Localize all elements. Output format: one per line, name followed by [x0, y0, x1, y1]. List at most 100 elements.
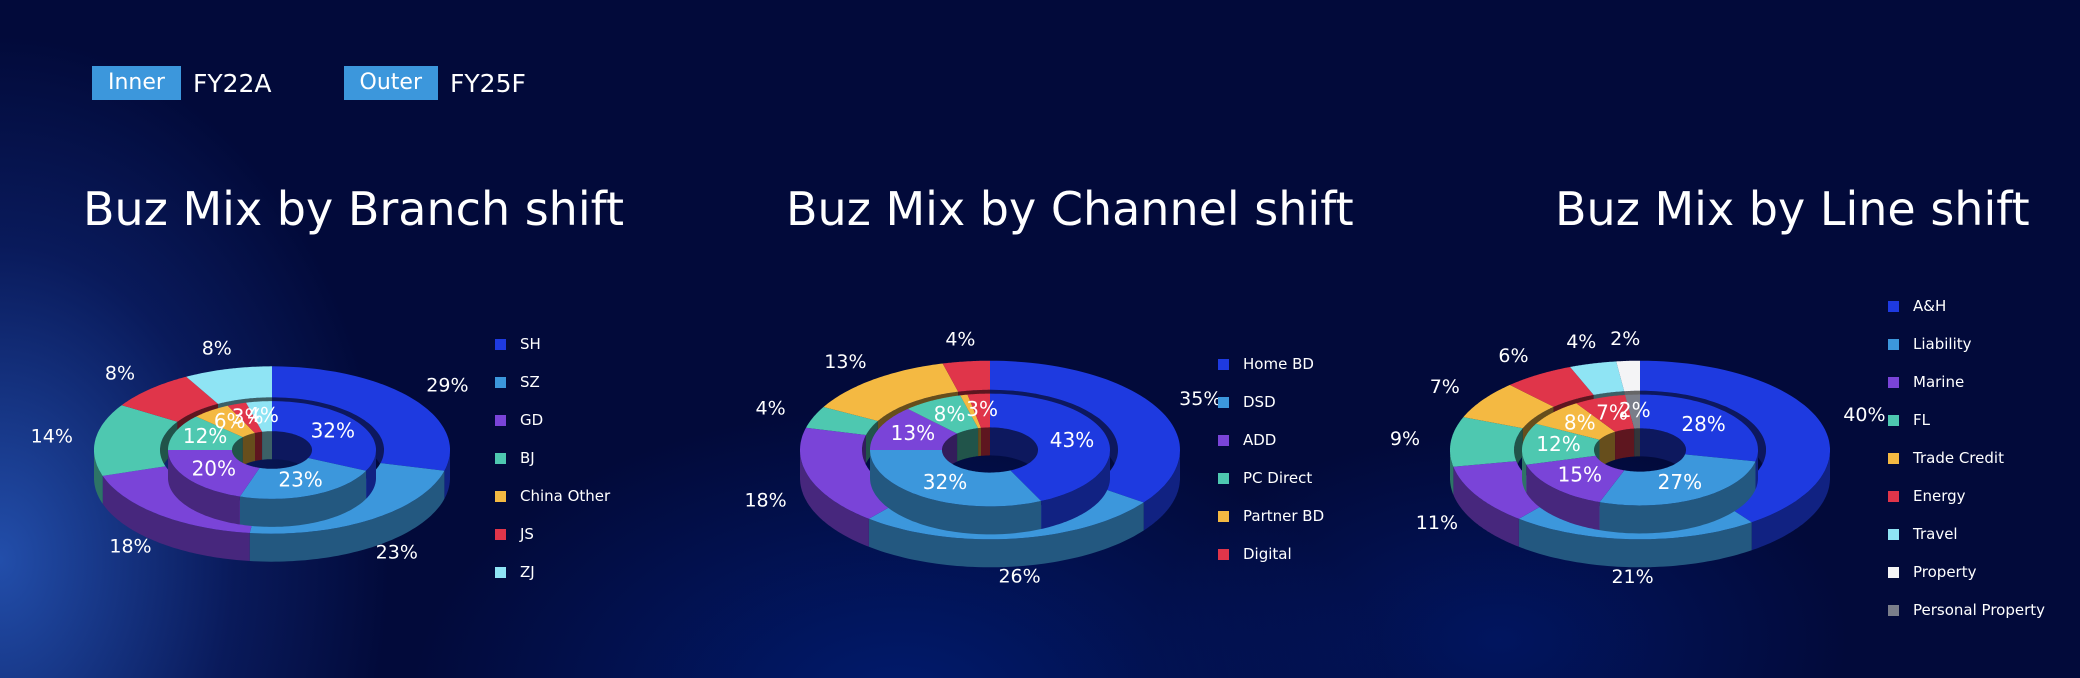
legend-item-travel: Travel — [1888, 515, 2045, 553]
label-outer-property: 2% — [1610, 328, 1640, 350]
slice-inner-liability — [1599, 454, 1756, 506]
legend-swatch — [495, 490, 506, 502]
legend-item-zj: ZJ — [495, 553, 610, 591]
legend-swatch — [495, 528, 506, 540]
slice-outer-property — [1616, 360, 1640, 392]
hole-wall-inner-trade-credit — [1599, 431, 1616, 468]
legend-swatch — [1888, 300, 1899, 312]
slice-inner-fl — [1522, 423, 1600, 465]
wall-outer-dsd — [868, 502, 1144, 568]
branch-chart-title: Buz Mix by Branch shift — [83, 182, 625, 236]
legend-item-a-h: A&H — [1888, 287, 2045, 325]
legend-item-trade-credit: Trade Credit — [1888, 439, 2045, 477]
slice-outer-js — [121, 376, 218, 422]
legend-swatch — [1888, 490, 1899, 502]
legend-swatch — [1218, 548, 1229, 560]
label-inner-dsd: 32% — [923, 470, 967, 494]
label-inner-digital: 3% — [966, 397, 998, 421]
label-outer-fl: 9% — [1390, 428, 1420, 450]
label-outer-home-bd: 35% — [1179, 388, 1221, 410]
channel-chart-title: Buz Mix by Channel shift — [786, 182, 1354, 236]
wall-outer-gd — [102, 475, 250, 561]
slice-inner-dsd — [870, 450, 1042, 507]
slice-outer-marine — [1453, 461, 1560, 519]
label-outer-trade-credit: 7% — [1430, 376, 1460, 398]
hole-wall-inner-zj — [262, 431, 272, 460]
slice-outer-pc-direct — [806, 407, 878, 435]
label-outer-add: 18% — [744, 490, 786, 512]
line-legend: A&H Liability Marine FL Trade Credit Energy Tr… — [1888, 287, 2045, 629]
wall-inner-dsd — [870, 450, 1042, 535]
legend-swatch — [495, 452, 506, 464]
legend-item-js: JS — [495, 515, 610, 553]
label-outer-zj: 8% — [202, 337, 232, 359]
label-inner-zj: 4% — [247, 403, 279, 427]
inner-year: FY22A — [192, 68, 272, 98]
slice-inner-trade-credit — [1536, 403, 1616, 440]
label-inner-china-other: 6% — [214, 409, 246, 433]
legend-label: Trade Credit — [1913, 449, 2004, 467]
slice-inner-add — [870, 408, 958, 450]
slice-inner-sz — [239, 458, 367, 499]
hole-wall-inner-pc-direct — [957, 428, 979, 462]
wall-outer-sh — [444, 450, 450, 499]
legend-item-partner-bd: Partner BD — [1218, 497, 1324, 535]
label-outer-partner-bd: 13% — [824, 351, 866, 373]
legend-item-bj: BJ — [495, 439, 610, 477]
slice-inner-bj — [168, 416, 243, 450]
slice-outer-bj — [94, 405, 178, 476]
slice-inner-personal-property — [1625, 394, 1640, 429]
label-outer-bj: 14% — [31, 425, 73, 447]
legend-swatch — [1218, 396, 1229, 408]
label-inner-sh: 32% — [311, 418, 355, 442]
label-outer-pc-direct: 4% — [756, 398, 786, 420]
legend-item-property: Property — [1888, 553, 2045, 591]
legend-swatch — [495, 376, 506, 388]
hole-wall-inner-china-other — [242, 433, 255, 466]
legend-label: JS — [520, 525, 534, 543]
legend-swatch — [1888, 376, 1899, 388]
legend-label: China Other — [520, 487, 611, 505]
legend-item-dsd: DSD — [1218, 383, 1324, 421]
hole-wall-inner-partner-bd — [978, 427, 981, 457]
line-donut: 40%21%11%9%7%6%4% 2%28%27%15%12%8% 7%2% — [1390, 328, 1886, 588]
legend-swatch — [1218, 358, 1229, 370]
label-inner-add: 13% — [891, 421, 935, 445]
wall-inner-gd — [168, 450, 240, 525]
slice-outer-travel — [1570, 361, 1625, 395]
slice-outer-zj — [186, 366, 272, 404]
wall-outer-liability — [1518, 518, 1752, 568]
slice-inner-digital — [967, 393, 990, 428]
legend-label: PC Direct — [1243, 469, 1313, 487]
label-inner-gd: 20% — [192, 456, 236, 480]
label-inner-marine: 15% — [1558, 463, 1602, 487]
label-inner-trade-credit: 8% — [1564, 410, 1596, 434]
hole-wall-inner-sh — [272, 431, 312, 478]
legend-item-digital: Digital — [1218, 535, 1324, 573]
wall-inner-marine — [1526, 464, 1600, 531]
legend-item-gd: GD — [495, 401, 610, 439]
label-outer-dsd: 26% — [998, 565, 1040, 587]
legend-item-china-other: China Other — [495, 477, 610, 515]
inner-ring-key: Inner FY22A — [92, 66, 272, 100]
legend-swatch — [1888, 528, 1899, 540]
wall-inner-a-h — [1755, 450, 1758, 490]
legend-label: ZJ — [520, 563, 535, 581]
hole-wall-inner-personal-property — [1634, 428, 1640, 457]
legend-item-fl: FL — [1888, 401, 2045, 439]
legend-swatch — [1888, 452, 1899, 464]
legend-label: ADD — [1243, 431, 1277, 449]
label-inner-js: 3% — [232, 405, 264, 429]
wall-outer-fl — [1450, 450, 1454, 495]
label-outer-a-h: 40% — [1843, 404, 1885, 426]
hole-wall-inner-energy — [1615, 428, 1635, 460]
label-inner-sz: 23% — [278, 468, 322, 492]
slice-inner-sh — [272, 401, 376, 471]
slice-inner-china-other — [196, 405, 255, 438]
slice-outer-energy — [1509, 367, 1594, 407]
outer-ring-key: Outer FY25F — [343, 66, 526, 100]
wall-outer-add — [800, 450, 869, 547]
legend-item-add: ADD — [1218, 421, 1324, 459]
legend-label: BJ — [520, 449, 535, 467]
wall-outer-bj — [94, 450, 103, 504]
